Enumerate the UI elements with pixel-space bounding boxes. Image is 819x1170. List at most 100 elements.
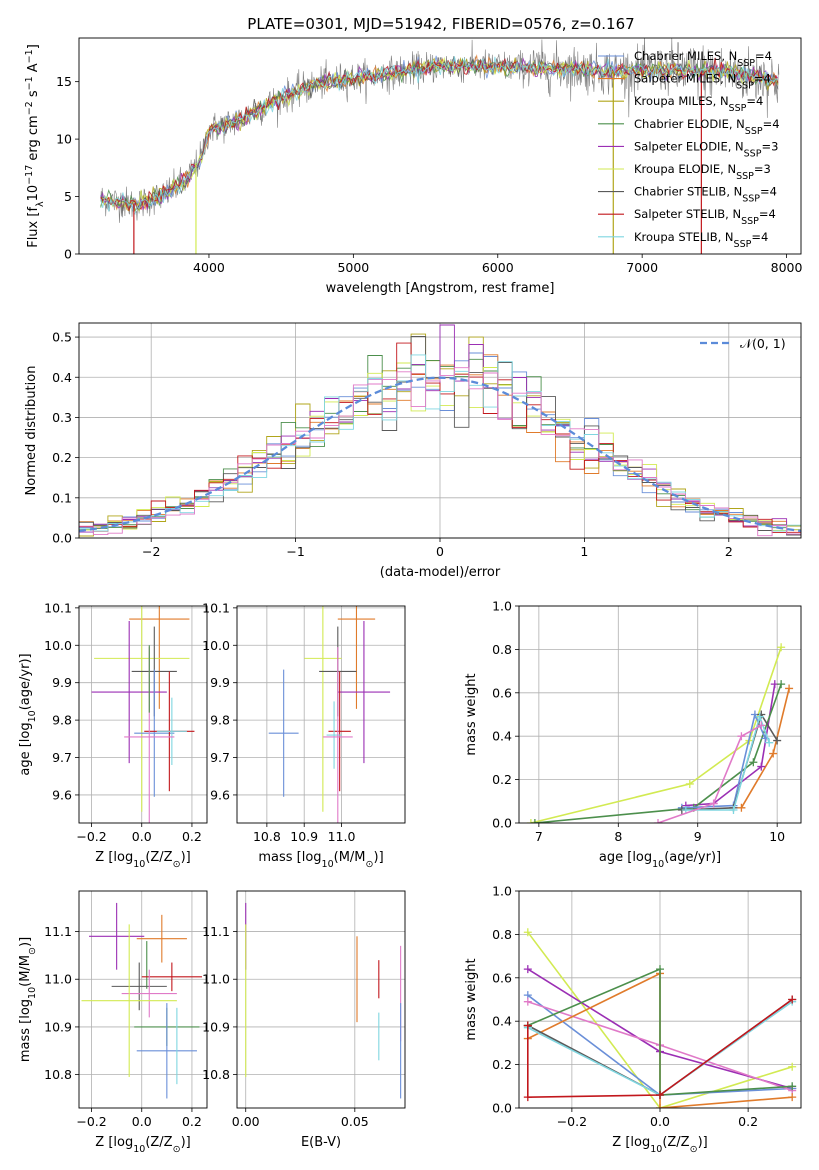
y-tick-label: 0.2 (492, 772, 512, 787)
x-tick-label: −0.2 (76, 829, 106, 844)
x-tick-label: 8 (614, 829, 622, 844)
label-part: )] (698, 1135, 708, 1150)
label-part: 10 (652, 859, 664, 870)
label-part: =4 (755, 49, 772, 63)
gaussian-curve (79, 376, 801, 533)
x-tick-label: 2 (725, 544, 733, 559)
weight-marker (523, 928, 532, 937)
label-part: −17 (24, 165, 35, 185)
plot-frame (518, 605, 802, 824)
weight-marker (788, 1082, 797, 1091)
legend-label: Chabrier ELODIE, NSSP=4 (634, 117, 780, 137)
weight-marker (788, 1093, 797, 1102)
weight-line (681, 712, 778, 811)
y-tick-label: 9.8 (210, 713, 230, 728)
y-tick-label: 11.0 (44, 972, 72, 987)
label-part: Z [ (95, 850, 113, 865)
x-axis-label: Z [log10(Z/Z⊙)] (95, 850, 190, 870)
label-part: age [ (18, 742, 33, 775)
weight-marker (757, 762, 766, 771)
weight-marker (757, 721, 766, 730)
weight-line (527, 967, 793, 1096)
y-tick-label: 10.9 (44, 1019, 72, 1034)
weight-line (657, 724, 762, 823)
weight-marker (530, 819, 539, 823)
x-axis-label: Z [log10(Z/Z⊙)] (612, 1135, 707, 1155)
legend-label: Salpeter ELODIE, NSSP=3 (634, 139, 778, 159)
label-part: SSP (742, 193, 760, 204)
plot-frame (78, 37, 802, 255)
x-tick-label: 5000 (337, 260, 369, 275)
label-part: =4 (754, 72, 771, 86)
y-tick-label: 0.3 (52, 410, 72, 425)
label-part: ⊙ (366, 859, 374, 870)
y-tick-label: 15 (56, 74, 72, 89)
z-mass-errorbars (81, 902, 202, 1099)
x-tick-label: 4000 (193, 260, 225, 275)
y-tick-label: 0.1 (52, 490, 72, 505)
x-axis-label: (data-model)/error (380, 565, 501, 580)
legend-label: Kroupa MILES, NSSP=4 (634, 94, 763, 114)
label-part: Chabrier MILES, N (634, 49, 737, 63)
x-tick-label: 10.8 (253, 829, 281, 844)
weight-marker (523, 1093, 532, 1102)
label-part: s (26, 90, 41, 101)
weight-marker (523, 997, 532, 1006)
age-weight-lines (526, 643, 794, 823)
label-part: ⊙ (690, 1144, 698, 1155)
x-tick-label: 7 (535, 829, 543, 844)
label-part: 10 (27, 710, 38, 722)
y-tick-label: 11.1 (202, 924, 230, 939)
y-tick-label: 10.8 (44, 1067, 72, 1082)
weight-marker (785, 684, 794, 693)
y-tick-label: 9.7 (210, 750, 230, 765)
label-part: log (302, 850, 322, 865)
weight-marker (685, 779, 694, 788)
plot-frame (78, 322, 802, 539)
y-tick-label: 0.6 (492, 970, 512, 985)
label-part: (age/yr)] (664, 850, 721, 865)
label-part: SSP (729, 103, 747, 114)
weight-marker (523, 965, 532, 974)
label-part: Chabrier ELODIE, N (634, 117, 745, 131)
y-tick-label: 9.9 (52, 675, 72, 690)
ebv-mass-panel: 0.00 0.05 10.8 10.9 11.0 11.1 E(B-V) (202, 890, 406, 1150)
weight-line (685, 683, 776, 807)
label-part: age [ (599, 850, 632, 865)
y-tick-label: 1.0 (492, 884, 512, 899)
x-tick-label: 1 (580, 544, 588, 559)
weight-line (685, 714, 770, 811)
label-part: Salpeter ELODIE, N (634, 139, 744, 153)
weight-line (527, 998, 793, 1099)
y-tick-label: 0.4 (52, 370, 72, 385)
label-part: SSP (745, 125, 763, 136)
x-axis-label: mass [log10(M/M⊙)] (258, 850, 383, 870)
weight-marker (523, 1021, 532, 1030)
legend-label: Kroupa ELODIE, NSSP=3 (634, 162, 771, 182)
label-part: SSP (736, 80, 754, 91)
y-tick-label: 0.0 (492, 816, 512, 831)
figure-title: PLATE=0301, MJD=51942, FIBERID=0576, z=0… (247, 15, 634, 33)
weight-marker (777, 680, 786, 689)
label-part: −1 (24, 49, 35, 63)
weight-marker (773, 736, 782, 745)
plot-frame (518, 890, 802, 1109)
label-part: −2 (24, 101, 35, 115)
label-part: 10 (26, 185, 41, 202)
x-tick-label: 8000 (771, 260, 803, 275)
y-tick-label: 0.4 (492, 1014, 512, 1029)
label-part: mass [ (18, 1019, 33, 1062)
x-tick-label: 0.0 (132, 1114, 152, 1129)
weight-marker (654, 819, 663, 823)
weight-marker (769, 749, 778, 758)
x-tick-label: 0.05 (341, 1114, 369, 1129)
y-tick-label: 9.8 (52, 713, 72, 728)
x-tick-label: 11.0 (328, 829, 356, 844)
x-tick-label: −0.2 (76, 1114, 106, 1129)
weight-marker (737, 803, 746, 812)
plot-frame (78, 890, 208, 1109)
label-part: 10 (133, 1144, 145, 1155)
label-part: ] (26, 44, 41, 49)
plot-frame (78, 605, 208, 824)
y-tick-label: 9.9 (210, 675, 230, 690)
